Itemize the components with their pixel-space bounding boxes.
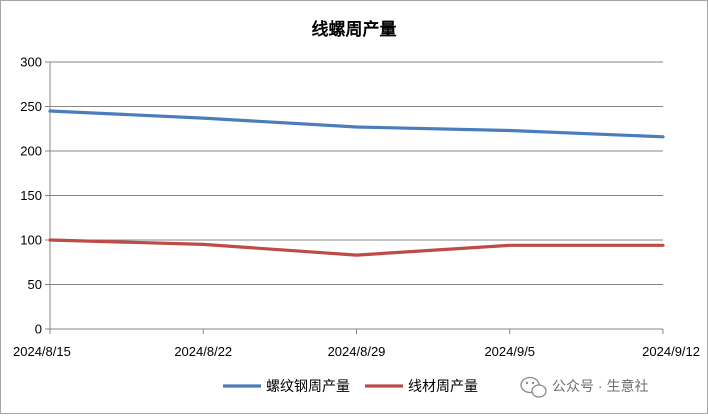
y-tick-label: 300 xyxy=(20,55,42,70)
gridlines xyxy=(50,61,663,285)
y-tick-label: 150 xyxy=(20,188,42,203)
y-tick-label: 50 xyxy=(28,277,42,292)
legend-label: 线材周产量 xyxy=(408,378,478,394)
y-tick-label: 100 xyxy=(20,233,42,248)
x-tick-label: 2024/9/5 xyxy=(484,344,535,359)
x-tick-label: 2024/8/22 xyxy=(174,344,232,359)
series-lines xyxy=(48,109,665,257)
watermark-text: 公众号 · 生意社 xyxy=(552,378,648,394)
axes: 0 50 100 150 200 250 300 2024/8/15 2024/8/22 2024… xyxy=(13,55,700,360)
x-tick-label: 2024/8/15 xyxy=(13,344,71,359)
series-line-1 xyxy=(48,238,665,257)
y-tick-label: 250 xyxy=(20,99,42,114)
watermark: 公众号 · 生意社 xyxy=(520,376,648,398)
x-tick-label: 2024/8/29 xyxy=(328,344,386,359)
y-tick-label: 200 xyxy=(20,144,42,159)
legend: 螺纹钢周产量 线材周产量 xyxy=(223,378,478,394)
chart-title: 线螺周产量 xyxy=(312,19,397,39)
x-tick-label: 2024/9/12 xyxy=(642,344,700,359)
series-line-0 xyxy=(48,109,665,139)
legend-label: 螺纹钢周产量 xyxy=(266,378,350,394)
y-tick-label: 0 xyxy=(35,322,42,337)
wechat-icon xyxy=(520,376,547,398)
